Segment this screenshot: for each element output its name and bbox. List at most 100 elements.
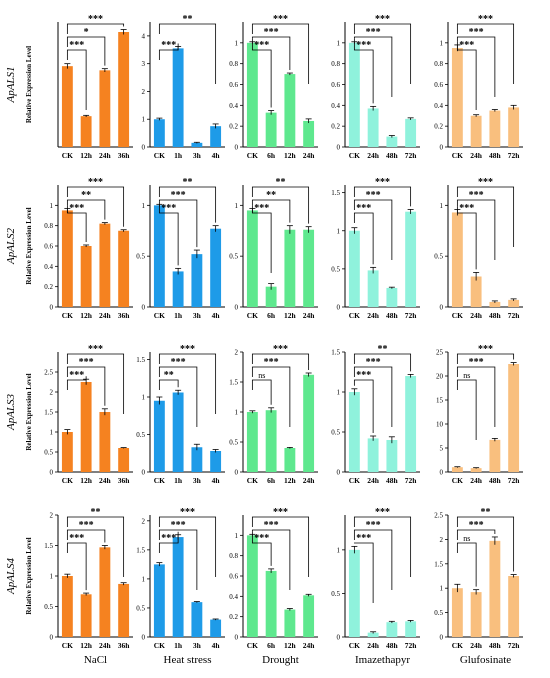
category-label: 12h xyxy=(80,641,93,650)
significance-label: *** xyxy=(254,203,269,214)
panel-ApALS4-Heat-stress: 0 0.5 1 1.5 2 CK 1h 3h 4h *** *** *** xyxy=(136,507,225,650)
significance-label: *** xyxy=(366,27,381,38)
y-tick-label: 0.5 xyxy=(229,439,238,447)
significance-label: ** xyxy=(378,344,388,355)
y-tick-label: 0.8 xyxy=(44,222,53,230)
y-tick-label: 0.8 xyxy=(434,60,443,68)
category-label: 1h xyxy=(174,476,183,485)
y-tick-label: 0.8 xyxy=(229,60,238,68)
y-tick-label: 0 xyxy=(142,634,146,642)
significance-label: ** xyxy=(183,177,193,188)
bar xyxy=(470,115,482,147)
bar xyxy=(348,42,360,148)
y-tick-label: 0 xyxy=(142,144,146,152)
bar xyxy=(61,432,73,472)
y-tick-label: 10 xyxy=(436,421,444,429)
significance-bracket xyxy=(66,36,106,66)
significance-label: *** xyxy=(478,344,493,355)
bar xyxy=(118,230,130,307)
significance-label: ns xyxy=(258,371,265,380)
category-label: 24h xyxy=(367,476,380,485)
bar xyxy=(99,412,111,472)
bar xyxy=(172,271,184,307)
significance-bracket xyxy=(66,529,106,543)
bar xyxy=(172,537,184,637)
y-axis-title: Relative Expression Level xyxy=(25,207,33,284)
y-tick-label: 0.5 xyxy=(136,431,145,439)
y-axis-title: Relative Expression Level xyxy=(25,373,33,450)
significance-bracket xyxy=(251,199,291,223)
significance-label: *** xyxy=(69,40,84,51)
significance-label: *** xyxy=(180,507,195,518)
category-label: CK xyxy=(452,151,463,160)
significance-bracket xyxy=(66,516,125,577)
significance-bracket xyxy=(158,23,217,84)
significance-bracket xyxy=(456,206,477,270)
y-tick-label: 0 xyxy=(235,144,239,152)
bar xyxy=(80,594,92,637)
category-label: 12h xyxy=(284,476,297,485)
significance-bracket xyxy=(158,199,198,248)
category-label: 3h xyxy=(193,476,202,485)
panel-ApALS4-Drought: 0 0.2 0.4 0.6 0.8 1 CK 6h 12h 24h *** *** *** xyxy=(229,507,318,650)
bar xyxy=(405,621,417,637)
panel-ApALS3-Drought: 0 0.5 1 1.5 2 CK 6h 12h 24h ns *** *** xyxy=(229,344,318,485)
bar xyxy=(405,211,417,307)
y-tick-label: 0.2 xyxy=(44,283,53,291)
bar xyxy=(80,116,92,147)
bar xyxy=(451,48,463,147)
significance-bracket xyxy=(251,38,272,108)
bar xyxy=(386,622,398,637)
significance-label: *** xyxy=(469,357,484,368)
gene-label: ApALS3 xyxy=(5,393,17,431)
bar xyxy=(153,205,165,307)
y-tick-label: 2 xyxy=(50,512,54,520)
bar xyxy=(367,270,379,307)
category-label: CK xyxy=(154,476,165,485)
significance-label: *** xyxy=(366,520,381,531)
significance-bracket xyxy=(456,542,477,587)
y-axis-title: Relative Expression Level xyxy=(25,537,33,614)
bar xyxy=(489,540,501,637)
treatment-label: Drought xyxy=(262,654,299,666)
y-tick-label: 1.5 xyxy=(434,560,443,568)
y-tick-label: 1 xyxy=(440,585,444,593)
category-label: 4h xyxy=(212,476,221,485)
bar xyxy=(405,118,417,147)
y-tick-label: 2 xyxy=(235,349,239,357)
category-label: CK xyxy=(154,641,165,650)
significance-bracket xyxy=(251,529,291,590)
bar xyxy=(210,619,222,637)
y-tick-label: 1 xyxy=(50,202,54,210)
significance-label: ** xyxy=(81,190,91,201)
bar xyxy=(284,448,296,472)
y-tick-label: 0.5 xyxy=(136,253,145,261)
category-label: 36h xyxy=(118,641,131,650)
category-label: 6h xyxy=(267,151,276,160)
category-label: 36h xyxy=(118,311,131,320)
bar xyxy=(451,212,463,307)
category-label: CK xyxy=(452,476,463,485)
panel-ApALS1-NaCl: CK 12h 24h 36h******* xyxy=(57,14,133,160)
bar xyxy=(246,210,258,307)
category-label: CK xyxy=(349,641,360,650)
bar xyxy=(118,448,130,472)
significance-bracket xyxy=(66,186,125,227)
bar xyxy=(99,547,111,637)
category-label: 48h xyxy=(386,151,399,160)
category-label: 4h xyxy=(212,151,221,160)
category-label: 48h xyxy=(489,151,502,160)
category-label: 1h xyxy=(174,641,183,650)
significance-bracket xyxy=(353,186,412,207)
y-tick-label: 0 xyxy=(142,469,146,477)
category-label: CK xyxy=(247,641,258,650)
category-label: 72h xyxy=(405,311,418,320)
y-tick-label: 1 xyxy=(337,546,341,554)
y-tick-label: 0.5 xyxy=(434,609,443,617)
significance-label: *** xyxy=(180,344,195,355)
category-label: 72h xyxy=(405,476,418,485)
significance-bracket xyxy=(66,376,87,390)
bar xyxy=(470,592,482,637)
significance-bracket xyxy=(251,516,310,577)
